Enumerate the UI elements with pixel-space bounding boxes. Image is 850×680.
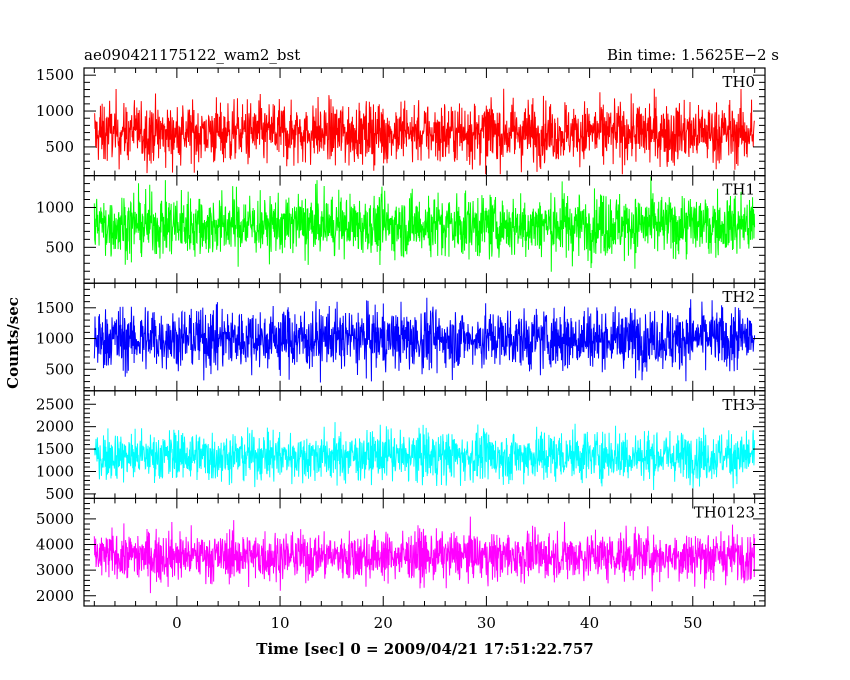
chart-title: ae090421175122_wam2_bst xyxy=(84,46,300,64)
y-tick-label: 500 xyxy=(45,138,74,156)
panel-th1: 500 1000 TH1 xyxy=(36,175,766,284)
chart-subtitle: Bin time: 1.5625E−2 s xyxy=(607,46,779,64)
series-line-th2 xyxy=(93,297,756,383)
series-line-th0123 xyxy=(93,516,756,594)
y-tick-label: 2000 xyxy=(36,418,74,436)
series-line-th1 xyxy=(93,176,756,272)
x-tick-label: 10 xyxy=(270,614,289,632)
y-tick-label: 1000 xyxy=(36,198,74,216)
series-line-th3 xyxy=(93,422,756,491)
x-tick-label: 50 xyxy=(683,614,702,632)
y-tick-label: 4000 xyxy=(36,536,74,554)
y-tick-label: 500 xyxy=(45,238,74,256)
panel-label: TH0123 xyxy=(694,503,755,521)
y-axis-label: Counts/sec xyxy=(4,297,22,389)
panel-label: TH0 xyxy=(722,73,755,91)
panel-label: TH1 xyxy=(722,181,755,199)
x-tick-label: 30 xyxy=(477,614,496,632)
x-tick-label: 0 xyxy=(172,614,182,632)
y-tick-label: 1500 xyxy=(36,440,74,458)
x-tick-label: 20 xyxy=(374,614,393,632)
y-tick-label: 2500 xyxy=(36,395,74,413)
panel-th0123: 2000 3000 4000 5000 TH0123 xyxy=(36,497,766,607)
panel-th2: 500 1000 1500 TH2 xyxy=(36,282,766,392)
y-tick-label: 1500 xyxy=(36,299,74,317)
y-tick-label: 3000 xyxy=(36,561,74,579)
y-tick-label: 5000 xyxy=(36,510,74,528)
y-tick-label: 1000 xyxy=(36,330,74,348)
y-tick-label: 2000 xyxy=(36,587,74,605)
y-tick-label: 500 xyxy=(45,485,74,503)
panel-th3: 500 1000 1500 2000 2500 TH3 xyxy=(36,390,766,503)
y-tick-label: 1000 xyxy=(36,102,74,120)
x-axis-label: Time [sec] 0 = 2009/04/21 17:51:22.757 xyxy=(256,640,593,658)
y-tick-label: 1500 xyxy=(36,66,74,84)
x-tick-label: 40 xyxy=(580,614,599,632)
series-line-th0 xyxy=(93,88,755,175)
y-tick-label: 1000 xyxy=(36,463,74,481)
panel-label: TH3 xyxy=(722,396,755,414)
y-tick-label: 500 xyxy=(45,360,74,378)
panel-th0: 500 1000 1500 TH0 xyxy=(36,66,766,177)
panel-label: TH2 xyxy=(722,288,755,306)
